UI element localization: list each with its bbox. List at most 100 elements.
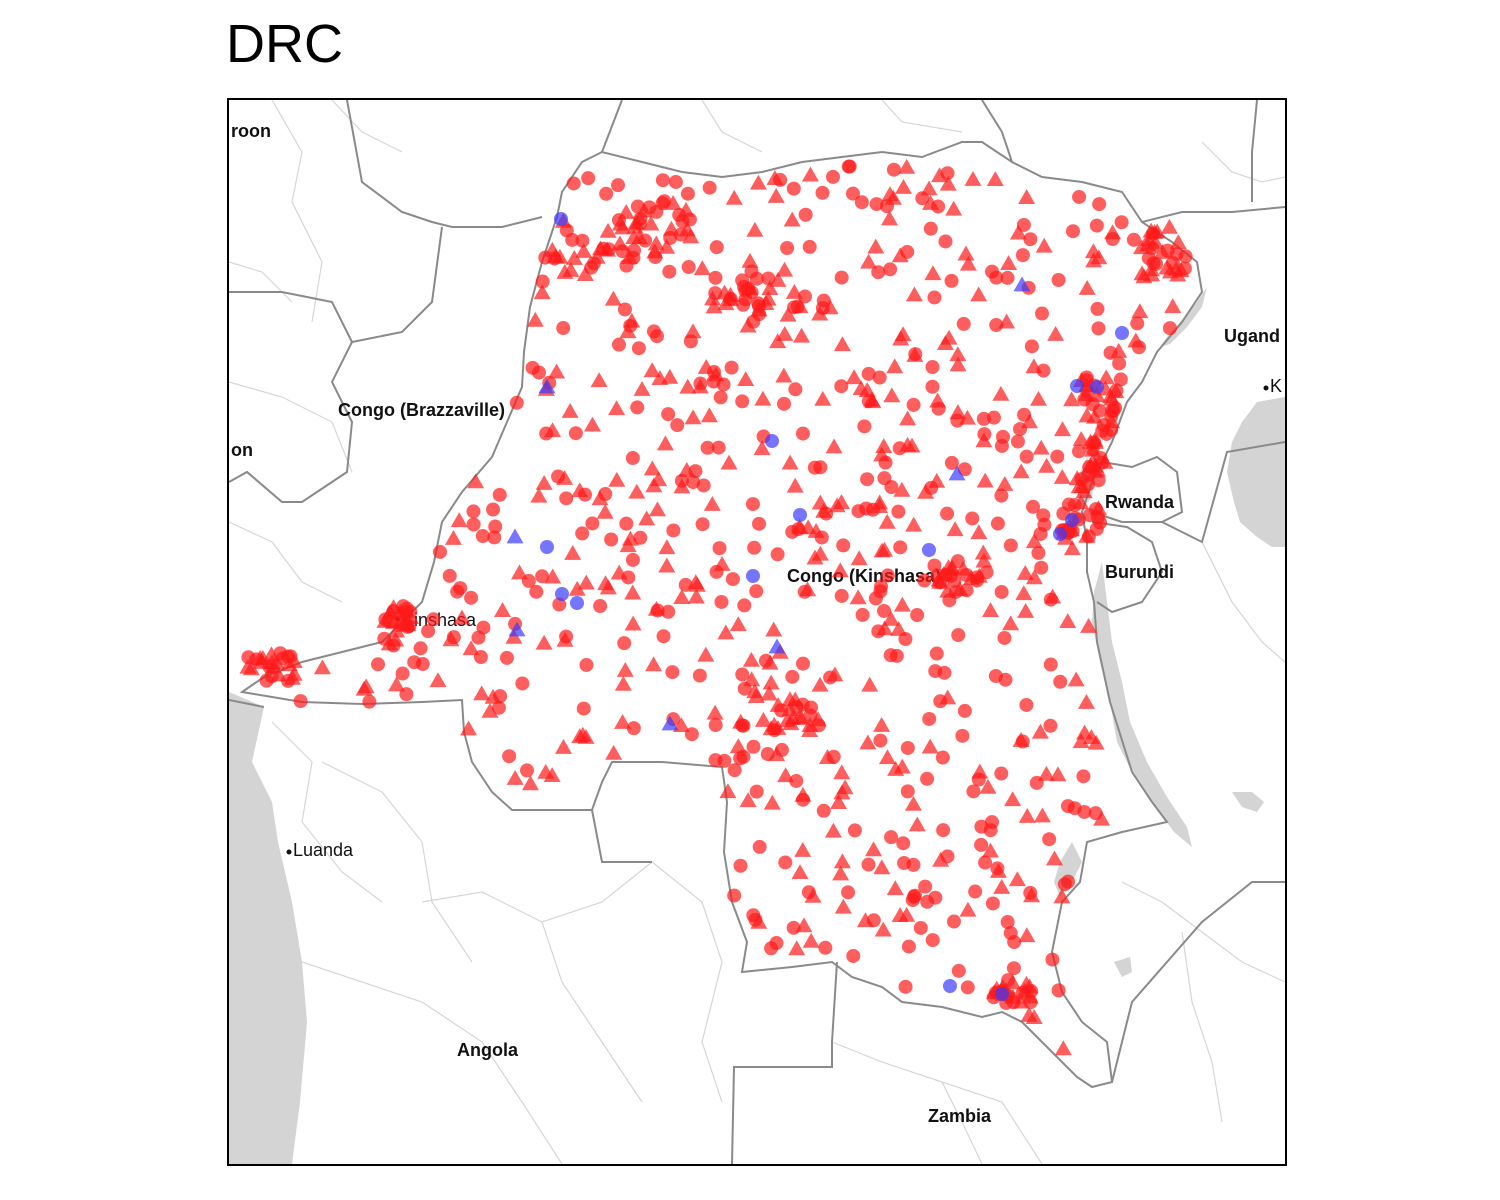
- red-circle-marker: [1131, 303, 1149, 319]
- red-triangle-marker: [617, 302, 632, 317]
- red-triangle-marker: [785, 669, 800, 684]
- red-marker: [588, 248, 606, 264]
- label-congo-kinshasa: Congo (Kinshasa): [787, 566, 941, 586]
- admin-border: [1201, 541, 1285, 663]
- red-circle-marker: [910, 608, 925, 623]
- red-triangle-marker: [778, 855, 793, 870]
- red-circle-marker: [575, 243, 593, 258]
- red-circle-marker: [920, 180, 938, 196]
- red-marker: [1068, 470, 1086, 486]
- red-circle-marker: [646, 324, 661, 339]
- red-marker: [1139, 236, 1157, 252]
- red-triangle-marker: [691, 378, 709, 394]
- red-triangle-marker: [989, 270, 1004, 285]
- red-triangle-marker: [925, 379, 940, 394]
- admin-border: [271, 100, 323, 323]
- red-triangle-marker: [949, 404, 967, 420]
- red-triangle-marker: [1060, 799, 1075, 814]
- admin-border: [229, 261, 293, 303]
- red-circle-marker: [1114, 215, 1129, 230]
- red-circle-marker: [533, 284, 551, 300]
- red-triangle-marker: [892, 330, 910, 346]
- red-triangle-marker: [462, 640, 480, 656]
- red-marker: [954, 560, 972, 576]
- red-circle-marker: [880, 568, 895, 583]
- red-triangle-marker: [695, 517, 710, 532]
- red-triangle-marker: [662, 264, 677, 279]
- red-marker: [1107, 383, 1125, 399]
- red-triangle-marker: [779, 306, 797, 322]
- red-marker: [1169, 234, 1187, 250]
- red-triangle-marker: [883, 648, 898, 663]
- red-circle-marker: [658, 238, 676, 254]
- red-marker: [551, 248, 569, 264]
- map-panel[interactable]: roon on Congo (Brazzaville) Congo (Kinsh…: [227, 98, 1287, 1166]
- national-borders-layer: [229, 100, 1285, 1164]
- red-triangle-marker: [789, 773, 804, 788]
- red-triangle-marker: [593, 599, 608, 614]
- red-circle-marker: [825, 438, 843, 454]
- red-triangle-marker: [966, 784, 981, 799]
- red-triangle-marker: [986, 171, 1004, 186]
- red-circle-marker: [680, 186, 695, 201]
- red-marker: [735, 718, 750, 733]
- label-uganda: Ugand: [1224, 326, 1280, 346]
- blue-circle-marker: [746, 569, 760, 583]
- red-triangle-marker: [766, 170, 784, 186]
- red-triangle-marker: [1036, 363, 1051, 378]
- red-marker: [935, 566, 953, 582]
- red-triangle-marker: [868, 591, 883, 606]
- map-canvas[interactable]: roon on Congo (Brazzaville) Congo (Kinsh…: [229, 100, 1285, 1164]
- red-circle-marker: [739, 317, 757, 333]
- red-triangle-marker: [754, 390, 772, 406]
- red-triangle-marker: [873, 446, 891, 462]
- blue-circle-marker: [555, 587, 569, 601]
- red-triangle-marker: [1043, 592, 1058, 607]
- red-marker: [1106, 403, 1121, 418]
- red-marker: [761, 271, 776, 286]
- red-triangle-marker: [696, 478, 711, 493]
- red-circle-marker: [655, 173, 670, 188]
- red-circle-marker: [816, 803, 831, 818]
- red-marker: [769, 696, 787, 712]
- red-triangle-marker: [834, 588, 849, 603]
- red-triangle-marker: [873, 859, 891, 875]
- red-triangle-marker: [1090, 301, 1105, 316]
- red-circle-marker: [929, 646, 944, 661]
- red-triangle-marker: [656, 435, 674, 451]
- red-circle-marker: [566, 176, 581, 191]
- red-circle-marker: [521, 775, 539, 791]
- red-circle-marker: [643, 460, 661, 476]
- red-triangle-marker: [998, 313, 1016, 329]
- city-dot-kampala: [1263, 385, 1269, 391]
- blue-triangle-marker: [948, 465, 966, 481]
- red-triangle-marker: [845, 369, 863, 385]
- red-circle-marker: [936, 335, 954, 351]
- red-circle-marker: [893, 596, 911, 612]
- red-circle-marker: [608, 400, 626, 416]
- red-circle-marker: [945, 200, 963, 216]
- red-triangle-marker: [1053, 888, 1071, 904]
- red-triangle-marker: [781, 454, 799, 470]
- red-triangle-marker: [1025, 533, 1043, 549]
- red-triangle-marker: [733, 858, 748, 873]
- red-marker: [1091, 473, 1106, 488]
- red-circle-marker: [692, 668, 707, 683]
- red-circle-marker: [460, 720, 478, 736]
- red-triangle-marker: [535, 274, 550, 289]
- red-triangle-marker: [951, 628, 966, 643]
- red-circle-marker: [922, 711, 937, 726]
- red-triangle-marker: [940, 506, 955, 521]
- red-circle-marker: [421, 624, 436, 639]
- red-triangle-marker: [729, 616, 747, 632]
- red-triangle-marker: [502, 749, 517, 764]
- red-marker: [402, 619, 417, 634]
- red-circle-marker: [494, 602, 512, 617]
- red-triangle-marker: [1025, 1009, 1043, 1025]
- red-marker: [1160, 218, 1178, 234]
- red-triangle-marker: [686, 475, 701, 490]
- atlantic-ocean: [229, 692, 307, 1164]
- red-triangle-marker: [964, 170, 982, 186]
- red-circle-marker: [679, 378, 697, 394]
- blue-circle-marker: [554, 212, 568, 226]
